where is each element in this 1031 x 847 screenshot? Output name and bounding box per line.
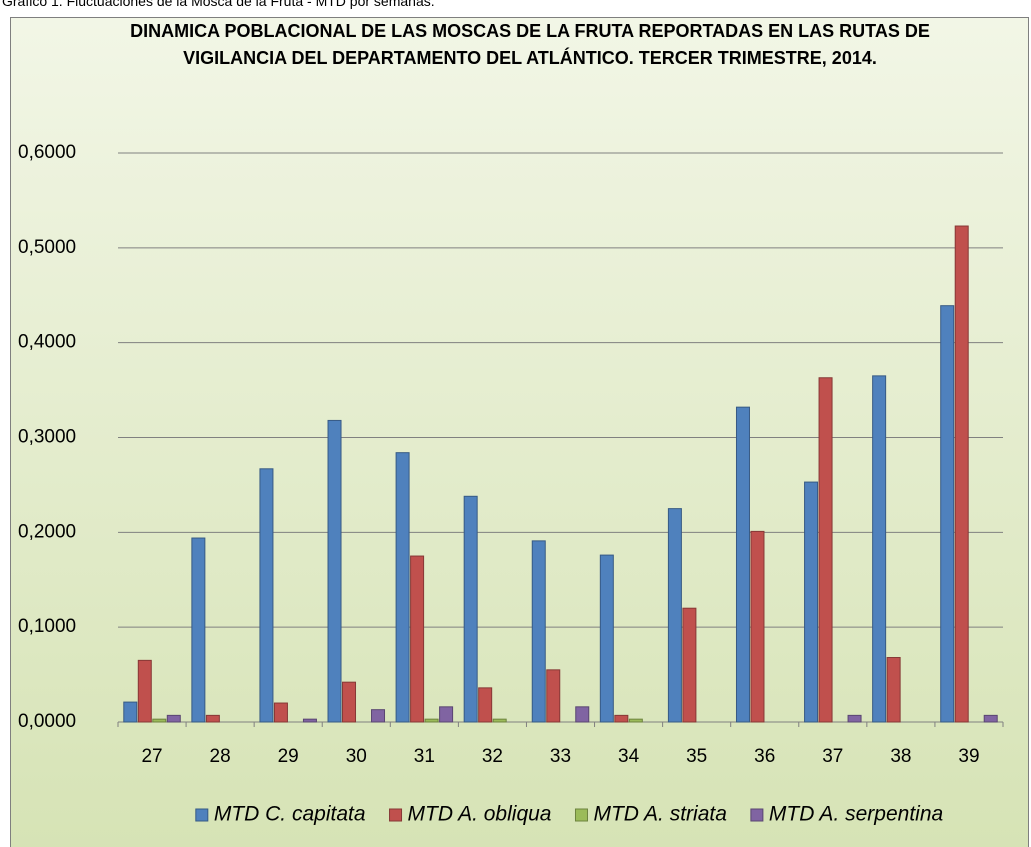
bar [682,607,697,723]
bar [492,718,507,723]
legend-label: MTD A. striata [593,803,726,826]
bar [804,481,819,723]
legend-swatch [574,808,588,822]
bar [371,709,386,723]
bar [599,554,614,723]
bar [872,375,887,723]
legend-label: MTD A. serpentina [769,803,943,826]
bar [628,718,643,723]
bar [463,495,478,723]
x-tick-label: 32 [482,746,503,767]
y-tick-label: 0,1000 [18,616,76,637]
x-tick-label: 27 [141,746,162,767]
bar [439,706,454,723]
x-tick-label: 31 [414,746,435,767]
legend-label: MTD A. obliqua [408,803,552,826]
legend-swatch [195,808,209,822]
chart-frame [10,17,1029,847]
chart-title: DINAMICA POBLACIONAL DE LAS MOSCAS DE LA… [130,21,930,68]
bar [478,687,493,723]
bar [273,702,288,723]
bar [191,537,206,723]
bar [327,419,342,723]
bar [395,452,410,723]
caption: Gráfico 1. Fluctuaciones de la Mosca de … [2,0,435,9]
bar [847,714,862,723]
bar [940,305,955,723]
legend: MTD C. capitata MTD A. obliqua MTD A. stri… [195,803,943,826]
bar [152,718,167,723]
bar [424,718,439,723]
bar [123,701,138,723]
bar [667,508,682,723]
y-tick-label: 0,6000 [18,142,76,163]
x-tick-label: 37 [822,746,843,767]
bar [750,530,765,723]
bar [205,714,220,723]
bar [575,706,590,723]
bar [983,714,998,723]
bar [954,225,969,723]
y-tick-label: 0,5000 [18,237,76,258]
x-tick-label: 35 [686,746,707,767]
legend-swatch [750,808,764,822]
bar [410,555,425,723]
bar [166,714,181,723]
bar [342,681,357,723]
y-tick-label: 0,4000 [18,332,76,353]
bar [818,377,833,723]
bar [546,669,561,723]
bar [735,406,750,723]
y-tick-label: 0,3000 [18,427,76,448]
legend-swatch [389,808,403,822]
bar [614,714,629,723]
x-tick-label: 30 [346,746,367,767]
x-tick-label: 36 [754,746,775,767]
bar [531,540,546,723]
x-tick-label: 39 [958,746,979,767]
bar [259,468,274,723]
bar [886,657,901,723]
bar [302,718,317,723]
bar [137,659,152,723]
x-tick-label: 28 [210,746,231,767]
x-tick-label: 33 [550,746,571,767]
x-tick-label: 34 [618,746,640,767]
y-tick-label: 0,2000 [18,521,76,542]
legend-label: MTD C. capitata [214,803,366,826]
x-tick-label: 38 [890,746,911,767]
y-tick-label: 0,0000 [18,711,76,732]
x-tick-label: 29 [278,746,299,767]
